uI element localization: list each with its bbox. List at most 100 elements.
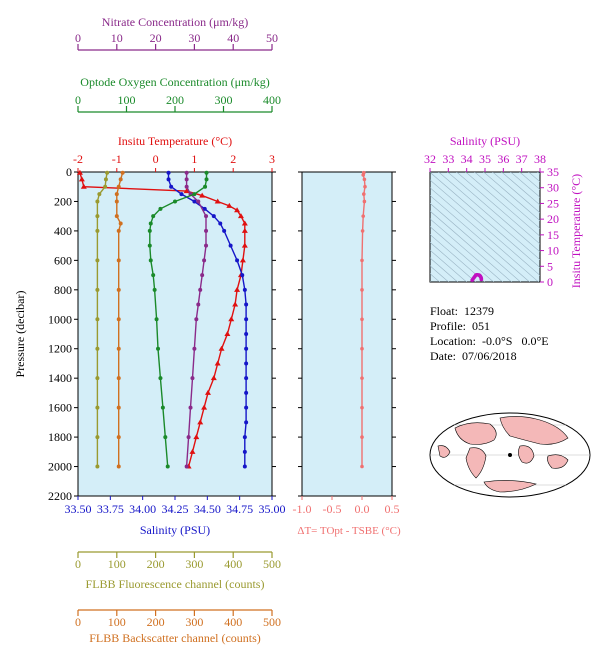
fluorescence-tick-label: 200 <box>147 557 165 571</box>
nitrate-point <box>190 376 195 381</box>
salinity-tick-label: 35.00 <box>259 502 286 516</box>
backscatter-point <box>116 435 121 440</box>
ts-temperature-tick-label: 30 <box>547 181 559 195</box>
nitrate-tick-label: 50 <box>266 31 278 45</box>
temperature-point <box>210 375 217 381</box>
salinity-tick-label: 34.00 <box>129 502 156 516</box>
delta-t-point <box>362 177 367 182</box>
salinity-axis-title: Salinity (PSU) <box>140 523 210 537</box>
location-label: Location: <box>430 334 476 348</box>
density-isoline <box>580 162 608 292</box>
density-isoline <box>430 226 495 282</box>
delta-t-plot-area <box>301 171 393 497</box>
backscatter-tick-label: 200 <box>147 615 165 629</box>
oxygen-point <box>204 170 209 175</box>
temperature-point <box>234 286 241 292</box>
nitrate-point <box>196 199 201 204</box>
nitrate-axis-title: Nitrate Concentration (μm/kg) <box>102 15 248 29</box>
fluorescence-tick-label: 0 <box>75 557 81 571</box>
temperature-point <box>226 202 233 208</box>
backscatter-tick-label: 100 <box>108 615 126 629</box>
temperature-point <box>234 207 241 213</box>
temperature-point <box>78 176 85 182</box>
float-location-marker <box>508 453 512 457</box>
continent <box>499 416 569 445</box>
world-map <box>429 412 591 498</box>
density-isoline <box>519 172 540 190</box>
salinity-point <box>228 243 233 248</box>
backscatter-point <box>116 405 121 410</box>
density-isoline <box>465 172 540 237</box>
profile-value: 051 <box>472 319 490 333</box>
oxygen-tick-label: 400 <box>263 93 281 107</box>
ts-salinity-tick-label: 32 <box>424 152 436 166</box>
density-isoline <box>430 172 540 268</box>
oxygen-point <box>160 405 165 410</box>
fluorescence-tick-label: 300 <box>185 557 203 571</box>
fluorescence-tick-label: 400 <box>224 557 242 571</box>
date-label: Date: <box>430 349 456 363</box>
density-isoline <box>430 210 513 282</box>
oxygen-point <box>204 177 209 182</box>
fluorescence-axis <box>77 551 273 558</box>
backscatter-axis <box>77 609 273 616</box>
ts-temperature-tick-label: 0 <box>547 275 553 289</box>
pressure-tick-label: 1400 <box>48 371 72 385</box>
temperature-point <box>218 345 225 351</box>
delta-t-point <box>362 192 366 196</box>
backscatter-point <box>118 221 123 226</box>
backscatter-line <box>116 172 124 467</box>
delta-t-tick-label: 0.0 <box>355 502 370 516</box>
pressure-tick-label: 200 <box>54 194 72 208</box>
temperature-point <box>232 301 239 307</box>
temperature-point <box>197 419 204 425</box>
delta-t-point <box>361 173 366 177</box>
density-isoline <box>474 172 540 229</box>
temperature-point <box>183 188 190 194</box>
fluorescence-point <box>103 184 108 189</box>
temperature-point <box>214 360 221 366</box>
salinity-point <box>179 192 184 197</box>
ts-salinity-tick-label: 36 <box>497 152 509 166</box>
nitrate-point <box>184 184 189 189</box>
density-isoline <box>430 187 540 282</box>
nitrate-tick-label: 30 <box>188 31 200 45</box>
nitrate-point <box>186 435 191 440</box>
continent <box>465 447 487 479</box>
oxygen-point <box>203 184 208 189</box>
ts-temperature-tick-label: 25 <box>547 196 559 210</box>
temperature-point <box>201 404 208 410</box>
salinity-point <box>166 170 171 175</box>
density-isoline <box>430 265 450 282</box>
backscatter-point <box>116 228 121 233</box>
salinity-point <box>244 420 249 425</box>
fluorescence-point <box>103 177 108 182</box>
pressure-tick-label: 1200 <box>48 342 72 356</box>
delta-t-point <box>360 376 364 380</box>
salinity-tick-label: 33.50 <box>65 502 92 516</box>
delta-t-point <box>360 229 365 233</box>
nitrate-tick-label: 40 <box>227 31 239 45</box>
backscatter-tick-label: 0 <box>75 615 81 629</box>
salinity-point <box>242 464 247 469</box>
backscatter-point <box>114 214 119 219</box>
fluorescence-point <box>95 405 100 410</box>
density-isoline <box>456 172 540 245</box>
salinity-point <box>218 221 223 226</box>
float-value: 12379 <box>464 304 495 318</box>
temperature-point <box>228 316 235 322</box>
density-isoline <box>589 162 608 292</box>
delta-t-point <box>360 405 364 410</box>
pressure-tick-label: 1600 <box>48 401 72 415</box>
location-value: -0.0°S 0.0°E <box>481 334 549 348</box>
fluorescence-point <box>95 199 100 204</box>
salinity-point <box>244 302 249 307</box>
nitrate-point <box>202 258 207 263</box>
ts-salinity-tick-label: 33 <box>442 152 454 166</box>
ts-temperature-tick-label: 35 <box>547 165 559 179</box>
temperature-point <box>224 331 231 336</box>
salinity-point <box>169 184 174 189</box>
nitrate-point <box>204 243 209 248</box>
